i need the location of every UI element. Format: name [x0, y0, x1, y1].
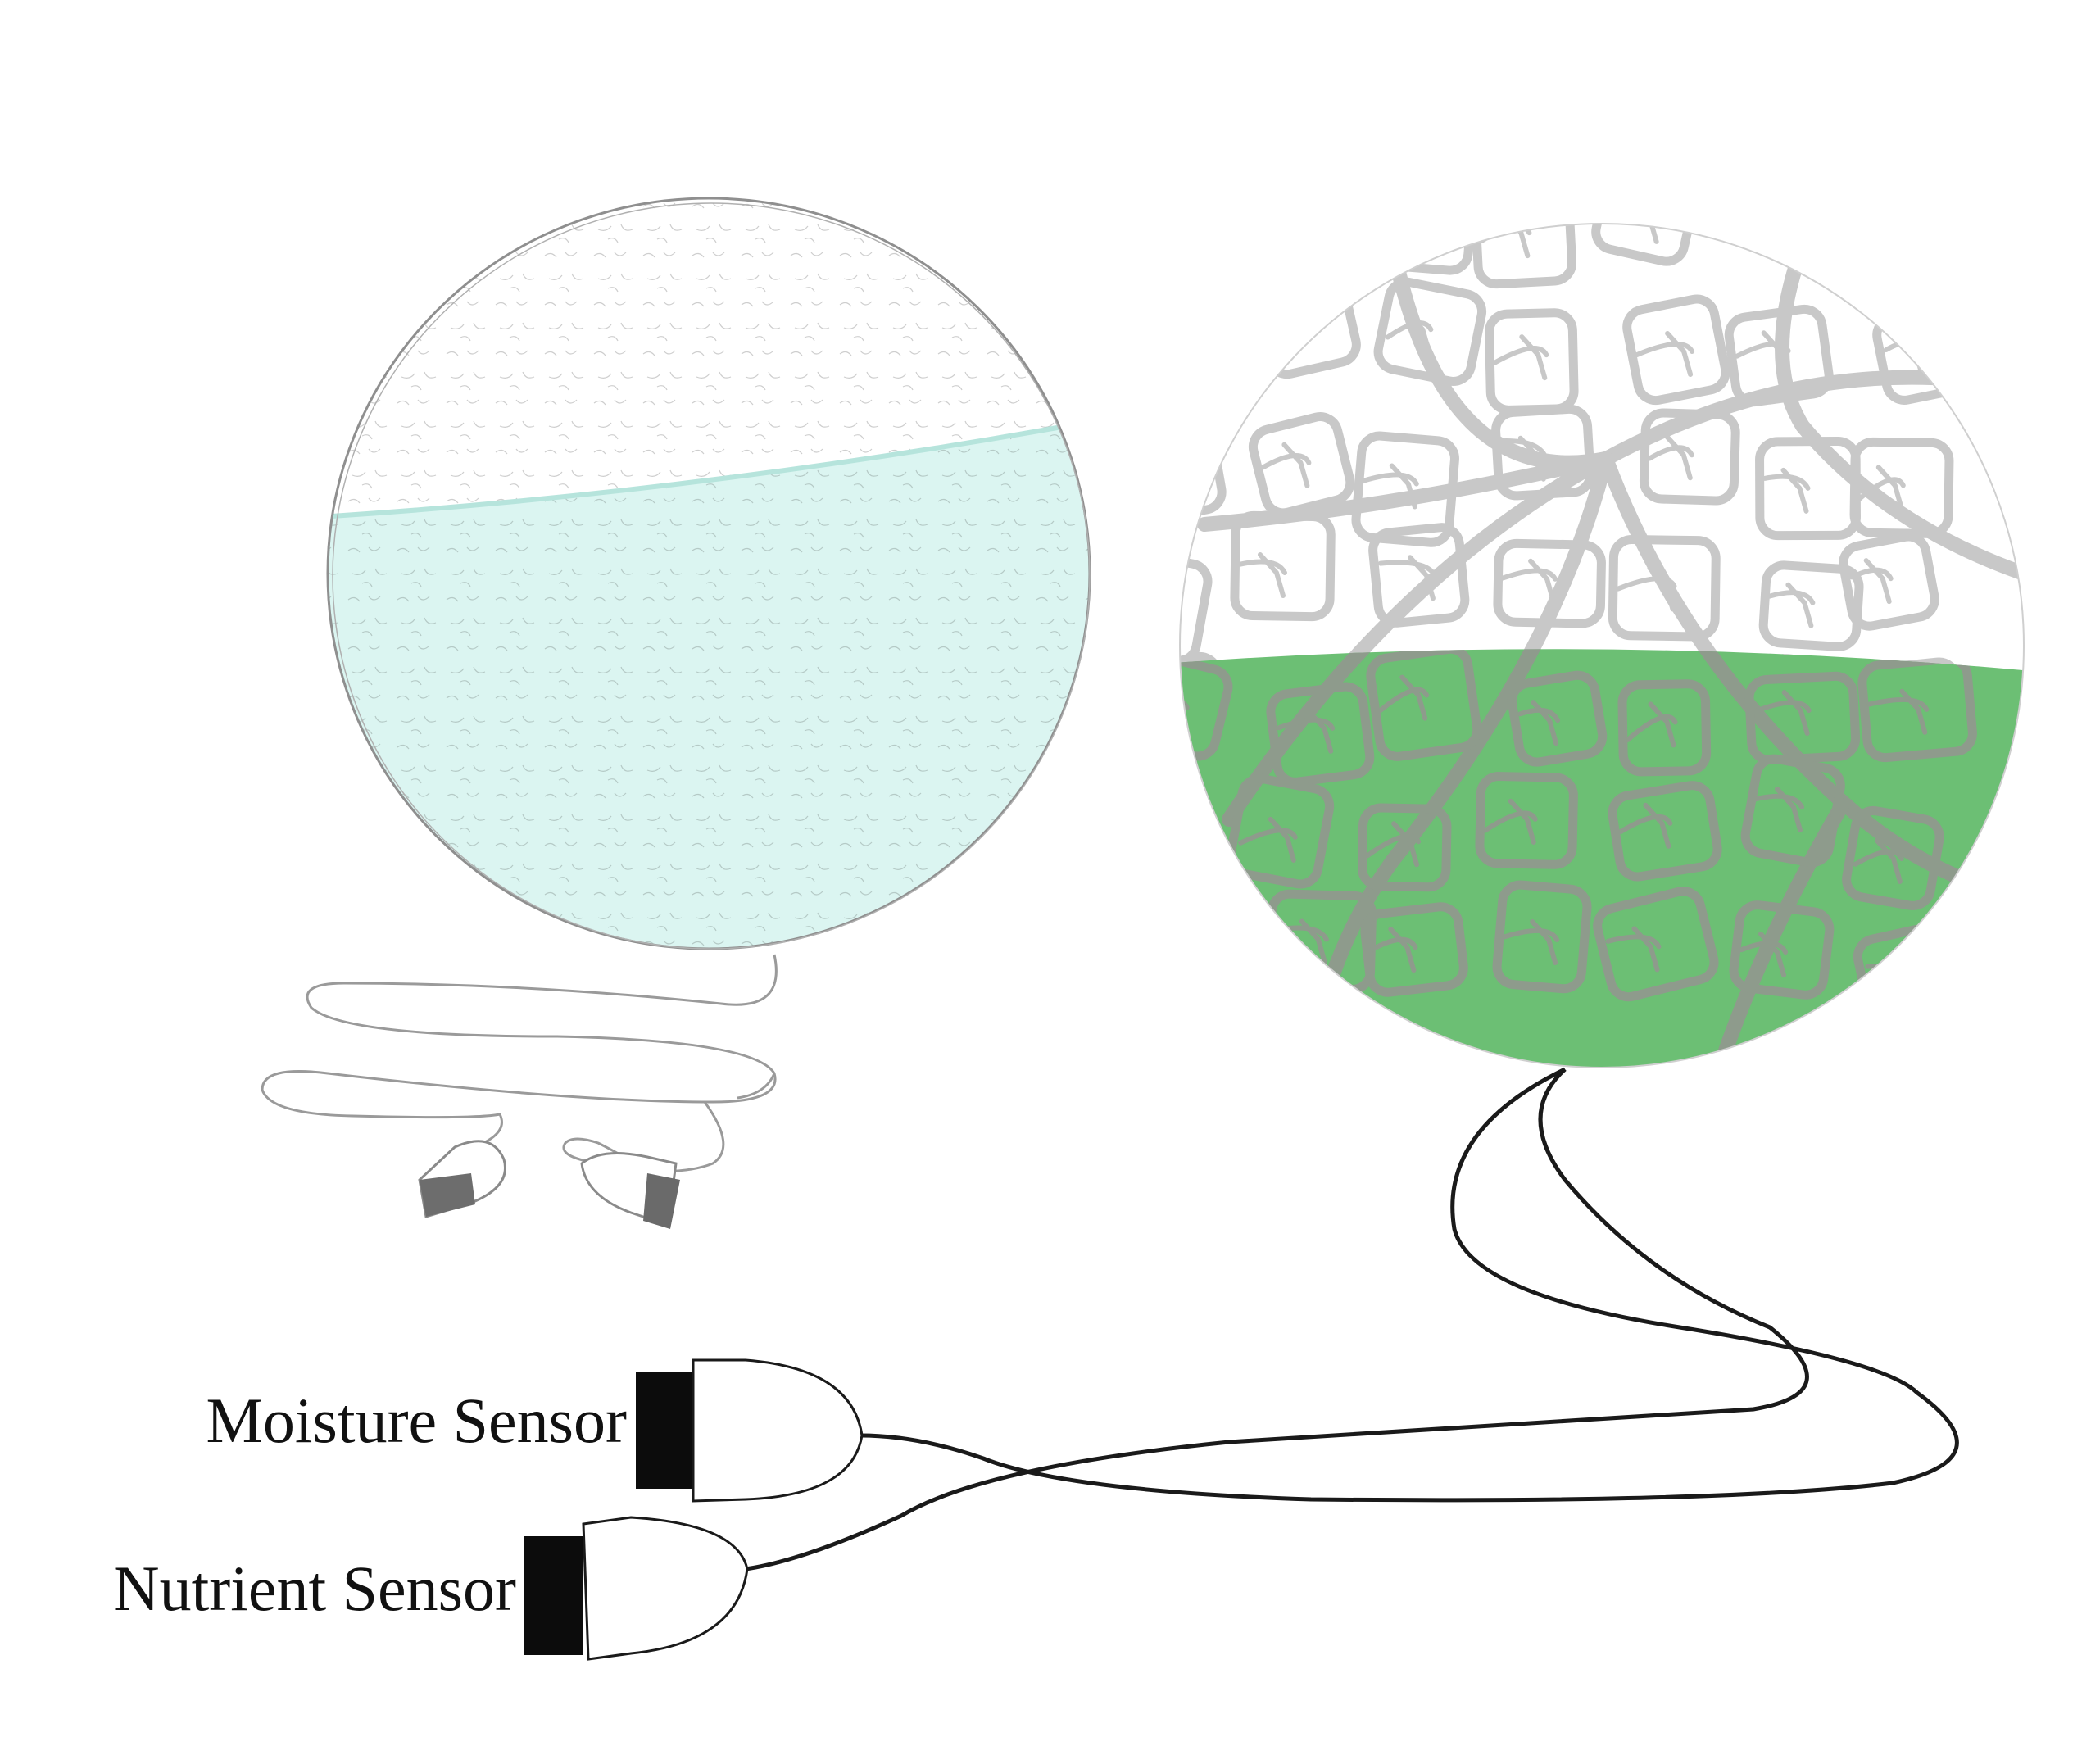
moisture-sensor-label: Moisture Sensor: [206, 1385, 628, 1456]
sensor-cables: [745, 1067, 1959, 1571]
nutrient-sensor-label: Nutrient Sensor: [113, 1553, 516, 1624]
moisture-sensor-plug: [636, 1358, 864, 1503]
nutrient-cable: [745, 1068, 1809, 1571]
sketch-globe: [326, 197, 1091, 950]
sketch-plug-left: [418, 1140, 506, 1218]
nutrient-plug-cap: [524, 1536, 583, 1655]
sketch-cable: [261, 954, 778, 1177]
nutrient-sensor-plug: [524, 1516, 749, 1661]
nutrient-plug-body: [582, 1516, 749, 1661]
moisture-plug-cap: [636, 1372, 693, 1489]
leaf-globe: [1179, 223, 2025, 1068]
moisture-cable: [860, 1067, 1959, 1503]
moisture-plug-body: [692, 1358, 864, 1503]
sketch-plug-right: [580, 1152, 680, 1229]
